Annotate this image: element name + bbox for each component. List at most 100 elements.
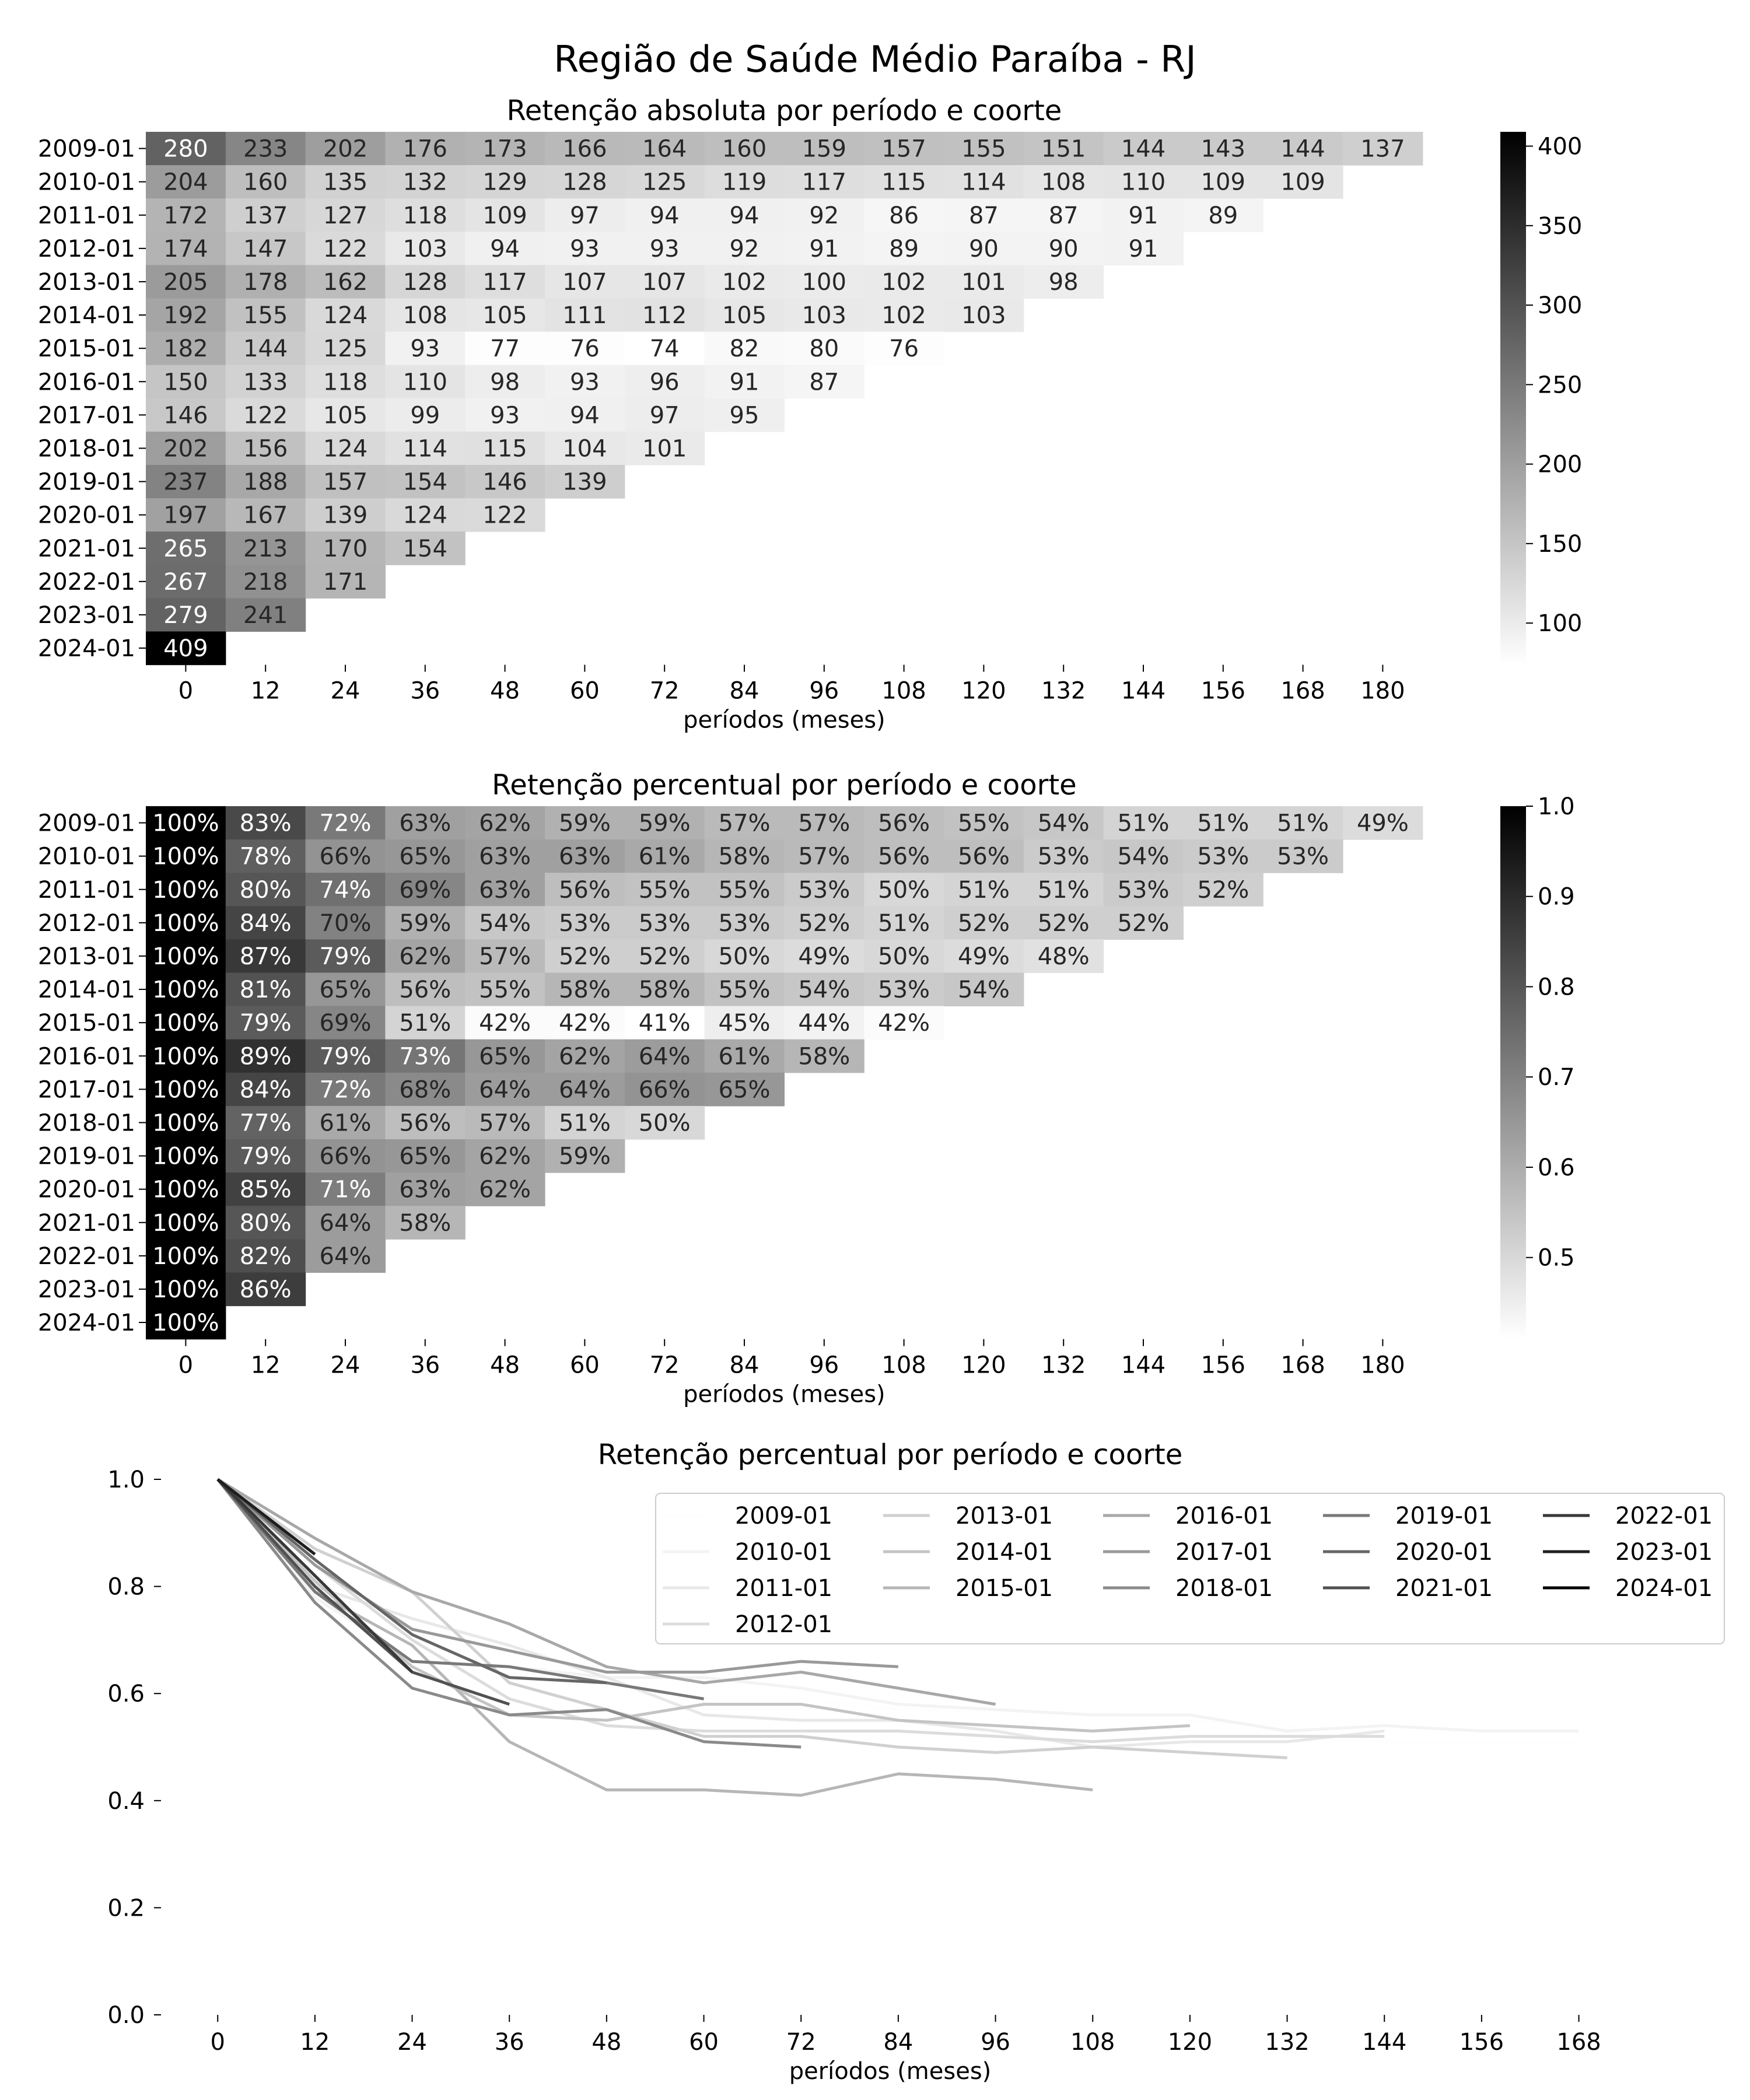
heatmap-cell-label: 100% bbox=[152, 1177, 219, 1203]
heatmap-cell-label: 42% bbox=[479, 1010, 531, 1037]
heatmap-cell bbox=[864, 165, 944, 199]
heatmap-cell-label: 100% bbox=[152, 943, 219, 970]
heatmap-cell-label: 102 bbox=[881, 302, 926, 329]
x-tick-label: 156 bbox=[1201, 1352, 1245, 1379]
heatmap-cell-label: 182 bbox=[163, 335, 208, 362]
heatmap-cell bbox=[385, 132, 466, 166]
heatmap-cell-label: 100% bbox=[152, 1210, 219, 1237]
heatmap-cell-label: 77% bbox=[240, 1110, 292, 1136]
heatmap-cell-label: 52% bbox=[1197, 877, 1249, 904]
heatmap-cell bbox=[545, 465, 625, 499]
heatmap-cell bbox=[624, 873, 705, 907]
heatmap-cell bbox=[385, 873, 466, 907]
heatmap-cell-label: 122 bbox=[323, 236, 368, 262]
heatmap-cell bbox=[465, 939, 545, 974]
heatmap-cell bbox=[465, 465, 545, 499]
y-tick-label: 2020-01 bbox=[38, 1177, 135, 1203]
heatmap-cell bbox=[624, 431, 705, 466]
figure-title: Região de Saúde Médio Paraíba - RJ bbox=[554, 38, 1196, 80]
x-tick-label: 72 bbox=[786, 2029, 816, 2056]
heatmap-cell bbox=[704, 265, 785, 299]
heatmap-cell-label: 280 bbox=[163, 136, 208, 163]
series-line bbox=[216, 1478, 510, 1706]
heatmap-cell-label: 124 bbox=[323, 302, 368, 329]
y-tick-label: 2016-01 bbox=[38, 369, 135, 396]
heatmap-cell-label: 171 bbox=[323, 569, 368, 596]
heatmap-cell bbox=[1103, 906, 1184, 940]
heatmap-cell-label: 59% bbox=[559, 1143, 611, 1170]
heatmap-cell-label: 62% bbox=[479, 1143, 531, 1170]
heatmap-cell bbox=[624, 939, 705, 974]
heatmap-cell bbox=[305, 806, 386, 840]
heatmap-cell bbox=[784, 806, 864, 840]
y-tick-label: 2022-01 bbox=[38, 569, 135, 596]
heatmap-cell bbox=[1263, 839, 1343, 873]
heatmap-cell bbox=[465, 972, 545, 1007]
heatmap-cell-label: 98 bbox=[490, 369, 520, 396]
heatmap-cell bbox=[1183, 839, 1264, 873]
heatmap-cell-label: 93 bbox=[650, 236, 680, 262]
heatmap-cell bbox=[465, 806, 545, 840]
heatmap-cell-label: 51% bbox=[399, 1010, 451, 1037]
heatmap-cell-label: 117 bbox=[482, 269, 527, 296]
heatmap-cell bbox=[146, 365, 226, 399]
heatmap-cell bbox=[225, 1105, 306, 1140]
heatmap-cell bbox=[465, 265, 545, 299]
heatmap-cell-label: 81% bbox=[240, 977, 292, 1003]
heatmap-cell bbox=[225, 972, 306, 1007]
heatmap-cell bbox=[545, 331, 625, 366]
heatmap-cell bbox=[465, 1072, 545, 1107]
heatmap-cell bbox=[305, 839, 386, 873]
heatmap-cell-label: 105 bbox=[482, 302, 527, 329]
heatmap-cell bbox=[784, 165, 864, 199]
heatmap-cell-label: 100% bbox=[152, 1110, 219, 1136]
heatmap-cell bbox=[704, 398, 785, 432]
heatmap-cell-label: 144 bbox=[1121, 136, 1166, 163]
y-tick-label: 2018-01 bbox=[38, 1110, 135, 1136]
heatmap-cell-label: 74% bbox=[320, 877, 372, 904]
x-tick-label: 120 bbox=[1168, 2029, 1212, 2056]
heatmap-cell-label: 114 bbox=[961, 169, 1006, 196]
heatmap-cell-label: 56% bbox=[399, 977, 451, 1003]
x-tick-label: 36 bbox=[410, 678, 440, 705]
x-tick-label: 24 bbox=[397, 2029, 427, 2056]
heatmap-cell bbox=[305, 1172, 386, 1206]
heatmap-cell-label: 42% bbox=[559, 1010, 611, 1037]
heatmap-cell bbox=[305, 1139, 386, 1173]
heatmap-cell bbox=[1343, 806, 1423, 840]
heatmap-cell bbox=[784, 265, 864, 299]
heatmap-cell-label: 109 bbox=[482, 202, 527, 229]
heatmap-cell bbox=[545, 265, 625, 299]
heatmap-cell bbox=[944, 806, 1024, 840]
y-tick-label: 2019-01 bbox=[38, 469, 135, 496]
heatmap-cell-label: 135 bbox=[323, 169, 368, 196]
heatmap-cell-label: 85% bbox=[240, 1177, 292, 1203]
heatmap-cell bbox=[305, 873, 386, 907]
heatmap-cell bbox=[624, 265, 705, 299]
heatmap-cell-label: 53% bbox=[1038, 844, 1090, 870]
colorbar-tick-label: 0.5 bbox=[1538, 1245, 1575, 1272]
y-tick-label: 2021-01 bbox=[38, 1210, 135, 1237]
heatmap-cell bbox=[864, 132, 944, 166]
y-tick-label: 2010-01 bbox=[38, 169, 135, 196]
y-tick-label: 2018-01 bbox=[38, 435, 135, 462]
x-tick-label: 168 bbox=[1280, 1352, 1325, 1379]
heatmap-cell-label: 129 bbox=[482, 169, 527, 196]
heatmap-cell-label: 56% bbox=[878, 810, 930, 837]
y-tick-label: 2021-01 bbox=[38, 536, 135, 562]
heatmap-cell-label: 69% bbox=[399, 877, 451, 904]
heatmap-cell bbox=[704, 1072, 785, 1107]
percent-retention-line-chart: Retenção percentual por período e coorte… bbox=[107, 1438, 1725, 2085]
heatmap-cell-label: 69% bbox=[320, 1010, 372, 1037]
heatmap-cell bbox=[784, 331, 864, 366]
heatmap-cell-label: 213 bbox=[243, 536, 288, 562]
heatmap-cell bbox=[624, 232, 705, 265]
heatmap-cell bbox=[385, 431, 466, 466]
heatmap-cell bbox=[784, 873, 864, 907]
heatmap-cell-label: 111 bbox=[562, 302, 607, 329]
heatmap-cell-label: 93 bbox=[410, 335, 440, 362]
heatmap-cell bbox=[225, 1206, 306, 1240]
heatmap-cell bbox=[1263, 806, 1343, 840]
heatmap-cell-label: 112 bbox=[642, 302, 687, 329]
heatmap-cell-label: 66% bbox=[320, 844, 372, 870]
